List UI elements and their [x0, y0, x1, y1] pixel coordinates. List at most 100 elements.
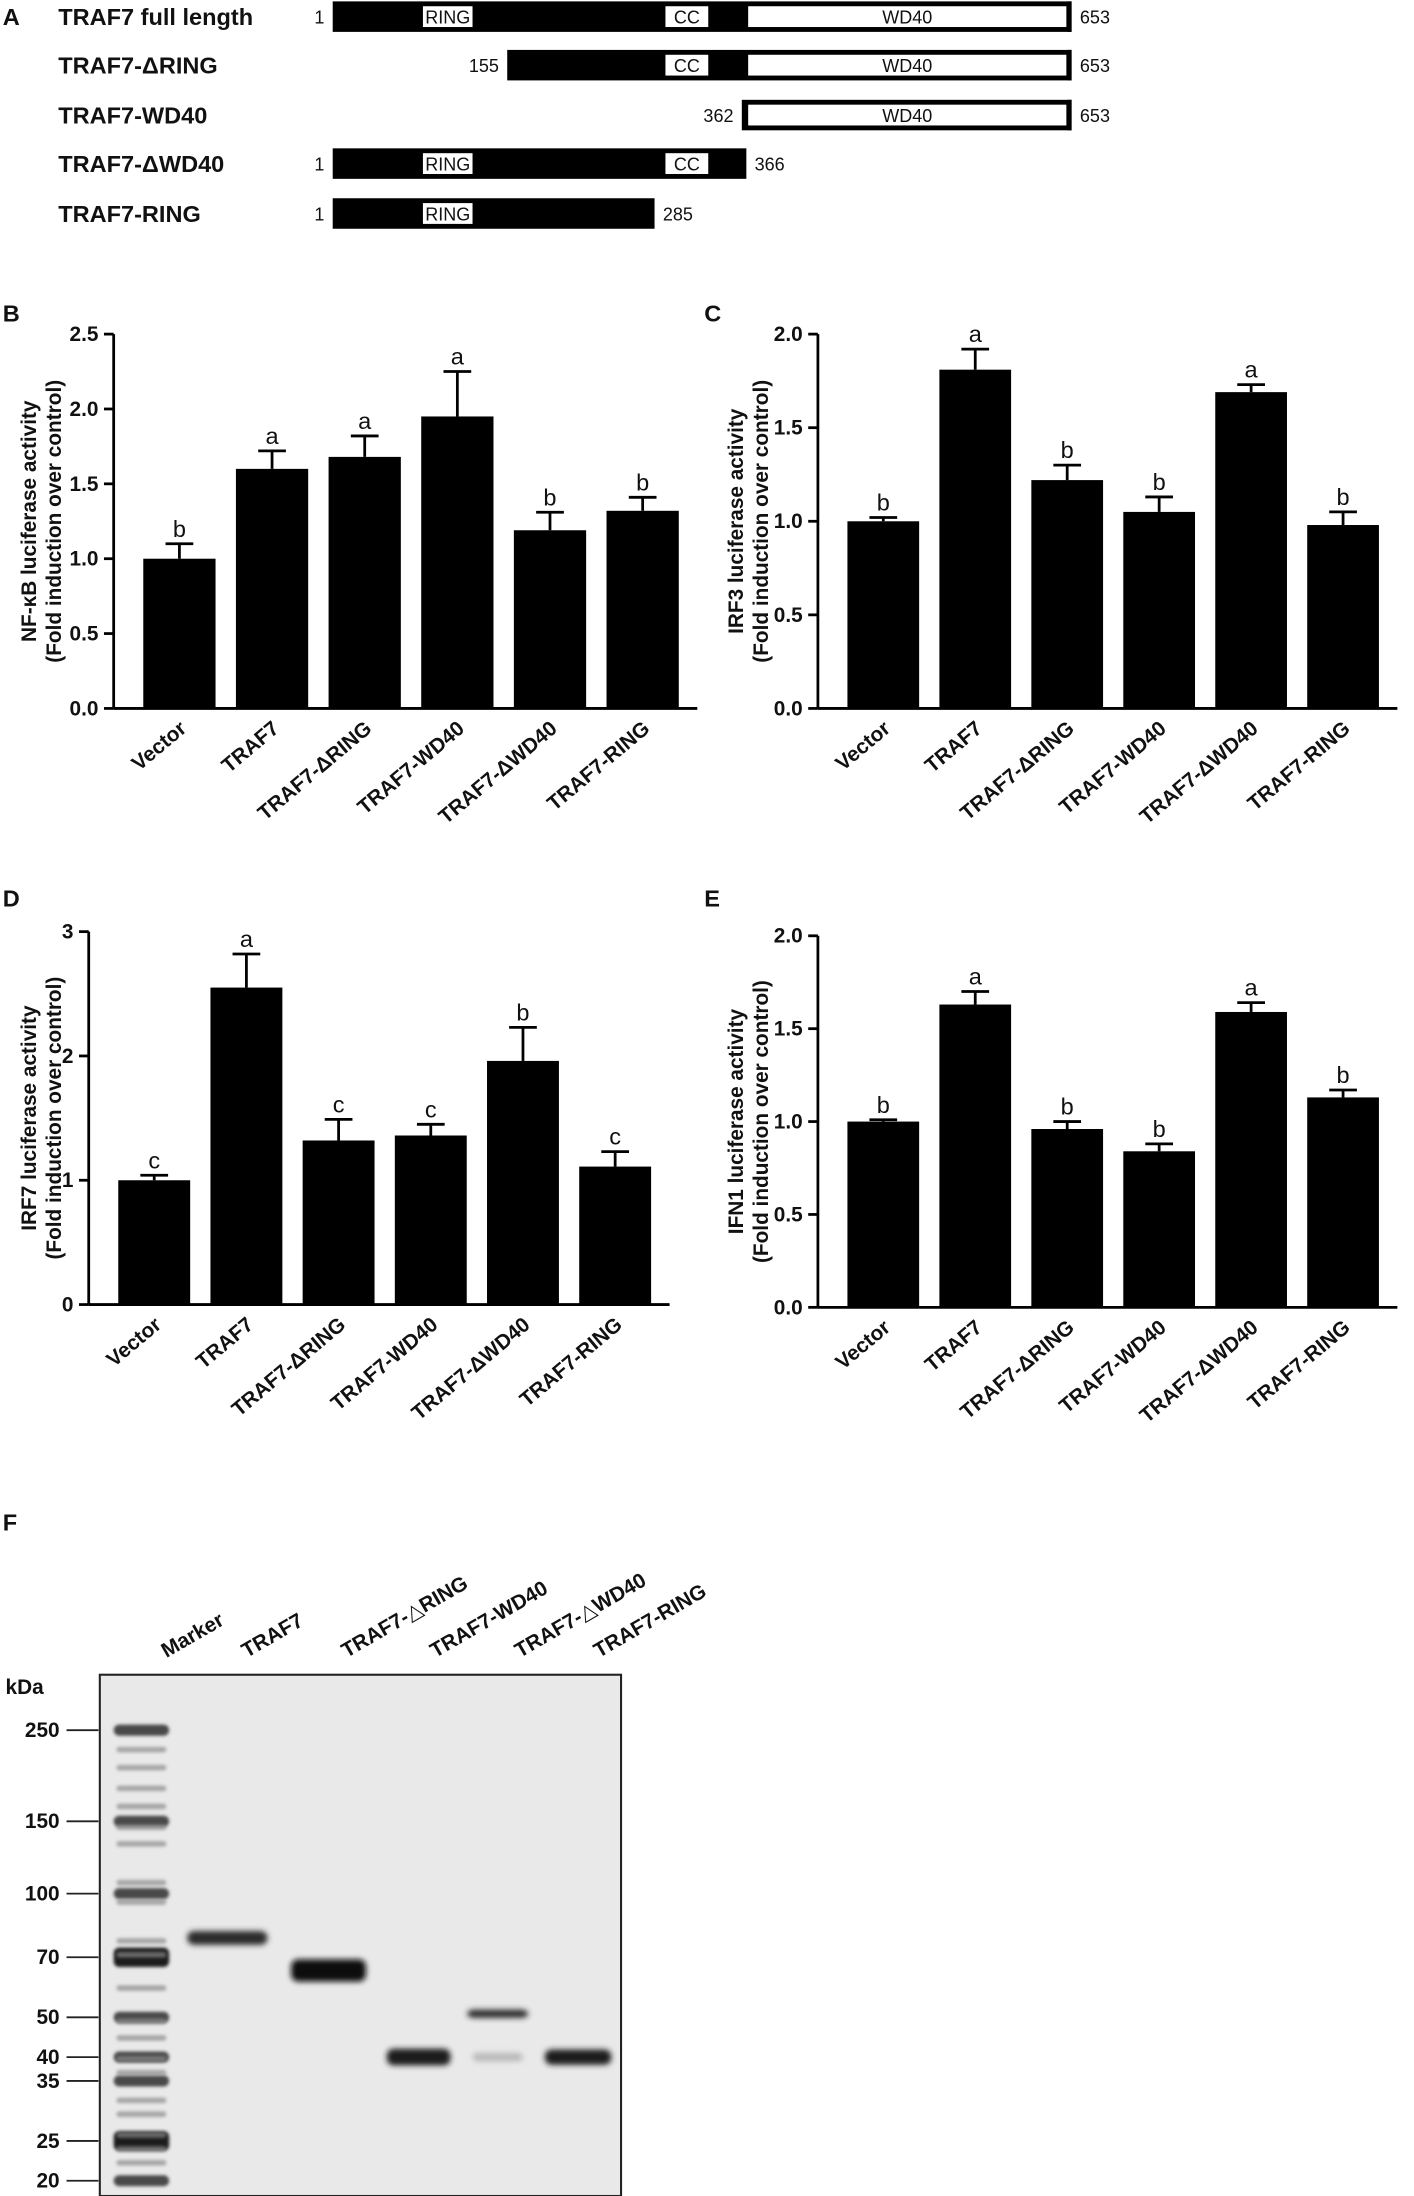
y-tick-label: 1.0 — [774, 1110, 803, 1133]
ladder-smear — [116, 1841, 167, 1847]
bar — [421, 416, 494, 709]
x-category-label: TRAF7-RING — [543, 717, 654, 816]
domain-label: WD40 — [882, 8, 932, 28]
significance-letter: a — [358, 408, 372, 434]
significance-letter: b — [1153, 469, 1166, 495]
y-axis-label: IRF7 luciferase activity — [18, 1005, 41, 1231]
construct-bar — [332, 198, 655, 229]
end-residue: 653 — [1080, 106, 1110, 126]
ladder-smear — [116, 2111, 167, 2117]
ladder-smear — [116, 1785, 167, 1792]
domain-box-ring — [421, 151, 474, 176]
y-tick-label: 1.0 — [774, 510, 803, 533]
bar — [1307, 1097, 1379, 1308]
kda-label: kDa — [6, 1676, 45, 1699]
construct-name: TRAF7-RING — [58, 201, 201, 227]
domain-box-cc — [664, 151, 710, 176]
significance-letter: c — [609, 1124, 621, 1150]
start-residue: 1 — [314, 155, 324, 175]
irf7-chart: 0 1 2 3 IRF7 luciferase activity (Fold induct… — [18, 921, 670, 1425]
end-residue: 366 — [755, 155, 785, 175]
y-tick-label: 0.5 — [774, 1203, 803, 1226]
ladder-smear — [116, 2035, 167, 2041]
end-residue: 653 — [1080, 8, 1110, 28]
marker-size-label: 20 — [36, 2170, 59, 2193]
domain-box-cc — [664, 53, 710, 77]
x-category-label: TRAF7 — [921, 1316, 987, 1377]
ladder-smear — [116, 1803, 167, 1810]
bar — [1307, 525, 1379, 709]
ladder-smear — [116, 2146, 167, 2152]
y-axis-label-sub: (Fold induction over control) — [43, 977, 66, 1260]
y-tick-label: 1.0 — [70, 548, 99, 571]
protein-band — [467, 2009, 529, 2018]
bar — [939, 1004, 1012, 1308]
ladder-smear — [116, 2069, 167, 2076]
y-tick-label: 0.5 — [70, 622, 99, 645]
significance-letter: b — [1337, 1062, 1350, 1088]
significance-letter: a — [1245, 975, 1259, 1001]
nfkb-chart: 0.0 0.5 1.0 1.5 2.0 2.5 NF-κB luciferase activ… — [18, 323, 698, 829]
start-residue: 1 — [314, 204, 324, 224]
bar — [118, 1180, 191, 1305]
y-tick-label: 1.5 — [70, 473, 99, 496]
bar — [487, 1060, 559, 1305]
construct-name: TRAF7 full length — [58, 4, 253, 30]
bar — [143, 558, 216, 709]
protein-band — [544, 2049, 612, 2065]
construct-end-cap — [1067, 1, 1072, 32]
y-axis-label-sub: (Fold induction over control) — [750, 980, 773, 1263]
ladder-smear — [116, 1824, 167, 1830]
x-category-label: TRAF7 — [921, 717, 987, 778]
domain-box-ring — [421, 201, 474, 226]
significance-letter: b — [1153, 1116, 1166, 1142]
significance-letter: b — [1061, 437, 1074, 463]
y-tick-label: 2.0 — [70, 398, 99, 421]
significance-letter: a — [240, 926, 254, 952]
end-residue: 285 — [663, 204, 693, 224]
ladder-band — [113, 2175, 170, 2187]
significance-letter: c — [148, 1147, 160, 1173]
marker-size-label: 150 — [25, 1810, 60, 1833]
y-tick-label: 2.5 — [70, 323, 99, 346]
blot-membrane — [98, 1673, 623, 2196]
significance-letter: b — [1061, 1094, 1074, 1120]
significance-letter: b — [516, 999, 529, 1025]
faint-band — [472, 2052, 523, 2062]
start-residue: 155 — [469, 56, 499, 76]
y-tick-label: 2.0 — [774, 323, 803, 346]
bar — [847, 521, 920, 709]
ladder-band — [113, 2075, 170, 2087]
domain-label: RING — [425, 204, 470, 224]
bar — [235, 468, 309, 709]
construct-diagram: TRAF7 full length RING CC WD40 1 653 TRAF7-ΔRI… — [58, 1, 1110, 229]
protein-band — [187, 1931, 268, 1945]
y-tick-label: 0.0 — [774, 1296, 803, 1319]
marker-size-label: 25 — [36, 2130, 59, 2153]
start-residue: 1 — [314, 8, 324, 28]
y-tick-label: 1.5 — [774, 1018, 803, 1041]
domain-box-cc — [664, 4, 710, 29]
domain-label: CC — [674, 56, 700, 76]
significance-letter: c — [425, 1096, 437, 1122]
bar — [328, 456, 401, 709]
protein-band — [291, 1959, 366, 1982]
bar — [606, 510, 679, 709]
panel-d-label: D — [3, 886, 20, 912]
bar — [1123, 1151, 1196, 1308]
x-category-label: TRAF7 — [218, 717, 284, 778]
domain-label: RING — [425, 8, 470, 28]
panel-a-label: A — [3, 4, 20, 30]
x-category-label: Vector — [831, 1316, 894, 1374]
x-category-label: TRAF7-RING — [516, 1313, 627, 1412]
ladder-band — [113, 1724, 170, 1736]
bar — [210, 987, 283, 1305]
ladder-smear — [116, 2055, 167, 2062]
y-tick-label: 0.0 — [70, 697, 99, 720]
bar — [1123, 511, 1196, 709]
ladder-smear — [116, 2097, 167, 2104]
ladder-smear — [116, 1985, 167, 1991]
construct-name: TRAF7-WD40 — [58, 102, 207, 128]
